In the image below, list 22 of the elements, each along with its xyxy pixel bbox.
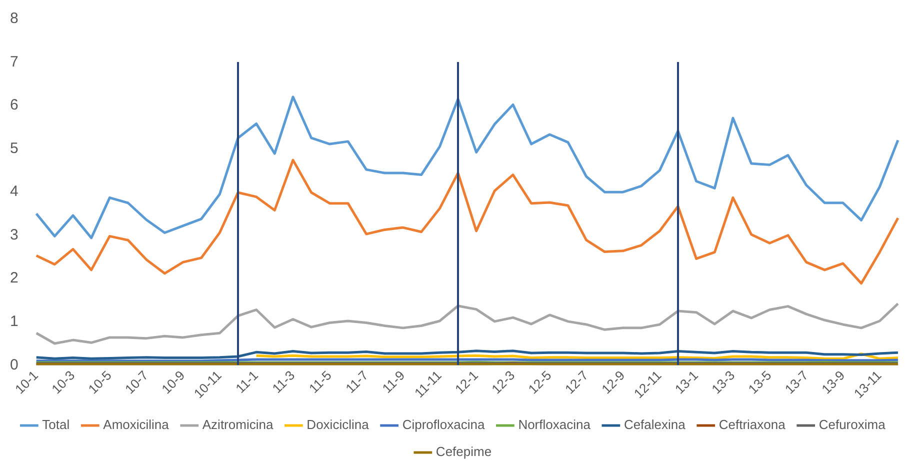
y-tick-label: 6 bbox=[10, 96, 18, 114]
legend-label: Azitromicina bbox=[202, 417, 274, 432]
y-tick-label: 0 bbox=[10, 356, 18, 374]
legend-label: Norfloxacina bbox=[518, 417, 592, 432]
y-tick-label: 2 bbox=[10, 270, 18, 287]
y-tick-label: 3 bbox=[10, 226, 18, 244]
legend-label: Cefalexina bbox=[624, 417, 686, 432]
x-tick-label: 11-3 bbox=[269, 368, 298, 396]
legend-label: Cefepime bbox=[436, 444, 492, 460]
legend-label: Ciprofloxacina bbox=[402, 417, 486, 432]
legend-label: Cefuroxima bbox=[818, 417, 886, 432]
y-tick-label: 1 bbox=[10, 313, 18, 330]
legend-label: Ceftriaxona bbox=[718, 417, 786, 432]
x-tick-label: 11-1 bbox=[232, 368, 261, 396]
legend-label: Amoxicilina bbox=[103, 417, 170, 432]
y-tick-label: 4 bbox=[10, 183, 18, 200]
y-tick-label: 8 bbox=[10, 10, 18, 28]
legend-label: Total bbox=[42, 417, 70, 432]
y-tick-label: 5 bbox=[10, 140, 18, 157]
x-tick-label: 11-9 bbox=[379, 368, 408, 396]
legend-label: Doxiciclina bbox=[306, 417, 370, 432]
y-tick-label: 7 bbox=[10, 53, 18, 70]
